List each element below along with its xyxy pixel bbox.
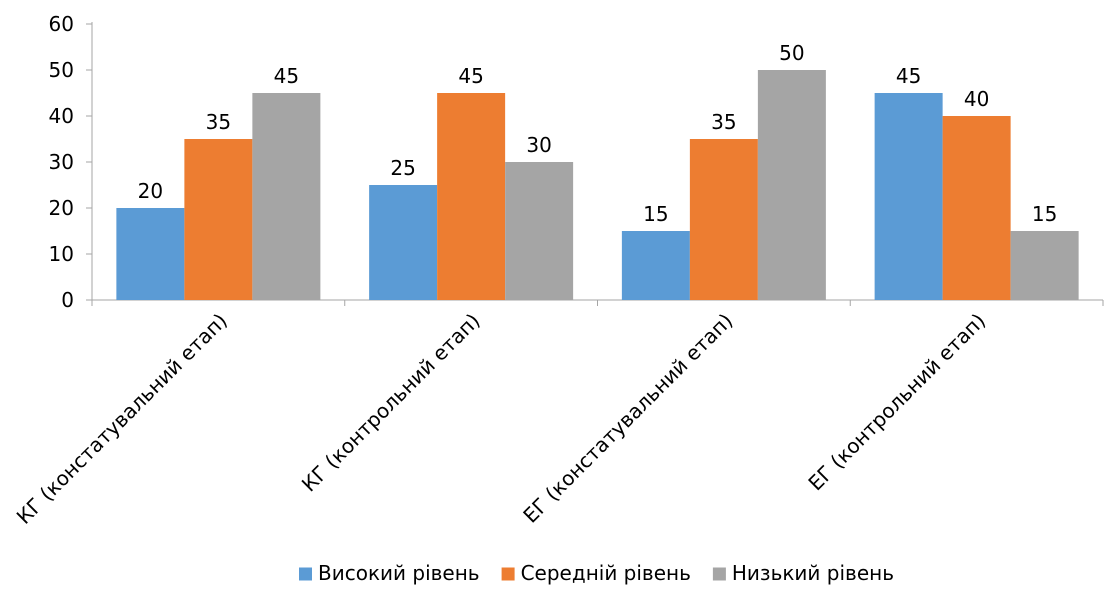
legend-label: Високий рівень <box>318 561 480 585</box>
data-label: 45 <box>274 64 299 88</box>
category-labels: КГ (констатувальний етап) КГ (контрольний… <box>12 309 991 529</box>
bar-2-2 <box>437 93 506 300</box>
data-label: 20 <box>138 179 163 203</box>
data-labels: 20 25 15 45 35 45 35 40 45 30 50 15 <box>138 41 1058 226</box>
legend-item: Високий рівень <box>299 561 480 585</box>
bar-3-1 <box>252 93 321 300</box>
bar-2-3 <box>689 139 758 300</box>
data-label: 15 <box>643 202 668 226</box>
y-tick-label: 20 <box>49 196 74 220</box>
category-label: КГ (констатувальний етап) <box>12 309 232 529</box>
data-label: 50 <box>779 41 804 65</box>
legend-swatch <box>299 567 312 581</box>
data-label: 35 <box>711 110 736 134</box>
bar-1-1 <box>116 208 185 300</box>
category-label: КГ (контрольний етап) <box>297 309 485 497</box>
bar-3-2 <box>505 162 574 300</box>
y-tick-label: 50 <box>49 58 74 82</box>
bar-1-4 <box>874 93 943 300</box>
data-label: 15 <box>1032 202 1057 226</box>
legend-label: Середній рівень <box>521 561 691 585</box>
bar-2-1 <box>184 139 253 300</box>
data-label: 25 <box>390 156 415 180</box>
bars <box>116 70 1079 300</box>
category-label: ЕГ (контрольний етап) <box>803 309 990 496</box>
y-tick-label: 30 <box>49 150 74 174</box>
data-label: 40 <box>964 87 989 111</box>
category-label: ЕГ (констатувальний етап) <box>518 309 737 528</box>
data-label: 45 <box>896 64 921 88</box>
data-label: 45 <box>458 64 483 88</box>
bar-2-4 <box>942 116 1011 300</box>
y-tick-label: 40 <box>49 104 74 128</box>
legend-item: Середній рівень <box>501 561 691 585</box>
data-label: 30 <box>526 133 551 157</box>
legend: Високий рівень Середній рівень Низький рів… <box>299 561 894 585</box>
legend-item: Низький рівень <box>712 561 894 585</box>
y-tick-label: 60 <box>49 12 74 36</box>
legend-label: Низький рівень <box>732 561 894 585</box>
bar-1-3 <box>621 231 690 300</box>
bar-3-4 <box>1010 231 1079 300</box>
y-tick-label: 10 <box>49 242 74 266</box>
y-tick-label: 0 <box>61 288 74 312</box>
bar-1-2 <box>369 185 438 300</box>
data-label: 35 <box>206 110 231 134</box>
legend-swatch <box>501 567 515 581</box>
bar-3-3 <box>757 70 826 300</box>
legend-swatch <box>712 567 726 581</box>
